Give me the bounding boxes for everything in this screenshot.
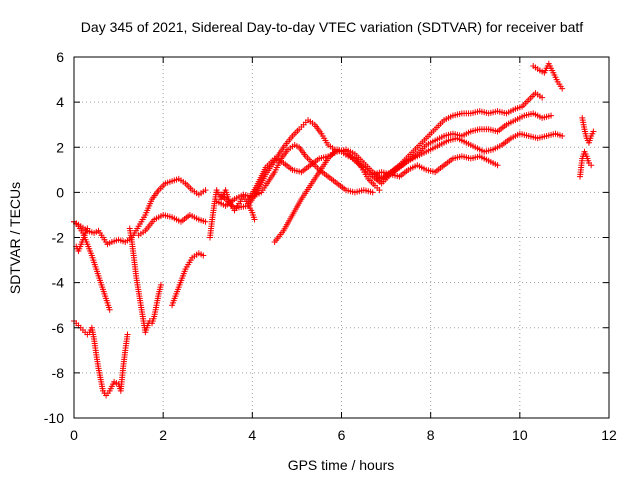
x-tick-label: 6 [338,427,346,443]
y-tick-label: 6 [56,49,64,65]
x-tick-label: 0 [70,427,78,443]
x-tick-label: 10 [512,427,528,443]
chart-title: Day 345 of 2021, Sidereal Day-to-day VTE… [81,19,584,35]
data-point [369,189,376,196]
y-tick-label: -8 [52,365,65,381]
grid-lines [74,57,609,418]
data-point [548,112,555,119]
y-tick-label: -10 [44,410,64,426]
x-tick-label: 2 [159,427,167,443]
data-point [590,128,597,135]
y-tick-label: -2 [52,230,65,246]
data-point [251,216,258,223]
y-tick-label: 4 [56,94,64,110]
data-point [84,225,91,232]
y-axis-label: SDTVAR / TECUs [7,182,23,294]
y-axis-ticks: -10 -8 -6 -4 -2 0 2 4 6 [44,49,609,426]
data-point [376,187,383,194]
y-tick-label: 0 [56,184,64,200]
data-point [494,162,501,169]
data-point [539,94,546,101]
x-tick-label: 4 [248,427,256,443]
data-point [106,306,113,313]
data-point [200,252,207,259]
data-points [71,60,597,399]
x-axis-label: GPS time / hours [288,457,395,473]
data-point [588,162,595,169]
x-axis-ticks: 0 2 4 6 8 10 12 [70,57,617,443]
data-point [202,187,209,194]
y-tick-label: -4 [52,275,65,291]
x-tick-label: 8 [427,427,435,443]
data-point [157,281,164,288]
y-tick-label: 2 [56,139,64,155]
x-tick-label: 12 [601,427,617,443]
data-point [202,218,209,225]
data-point [124,331,131,338]
y-tick-label: -6 [52,320,65,336]
data-point [559,132,566,139]
data-point [559,85,566,92]
